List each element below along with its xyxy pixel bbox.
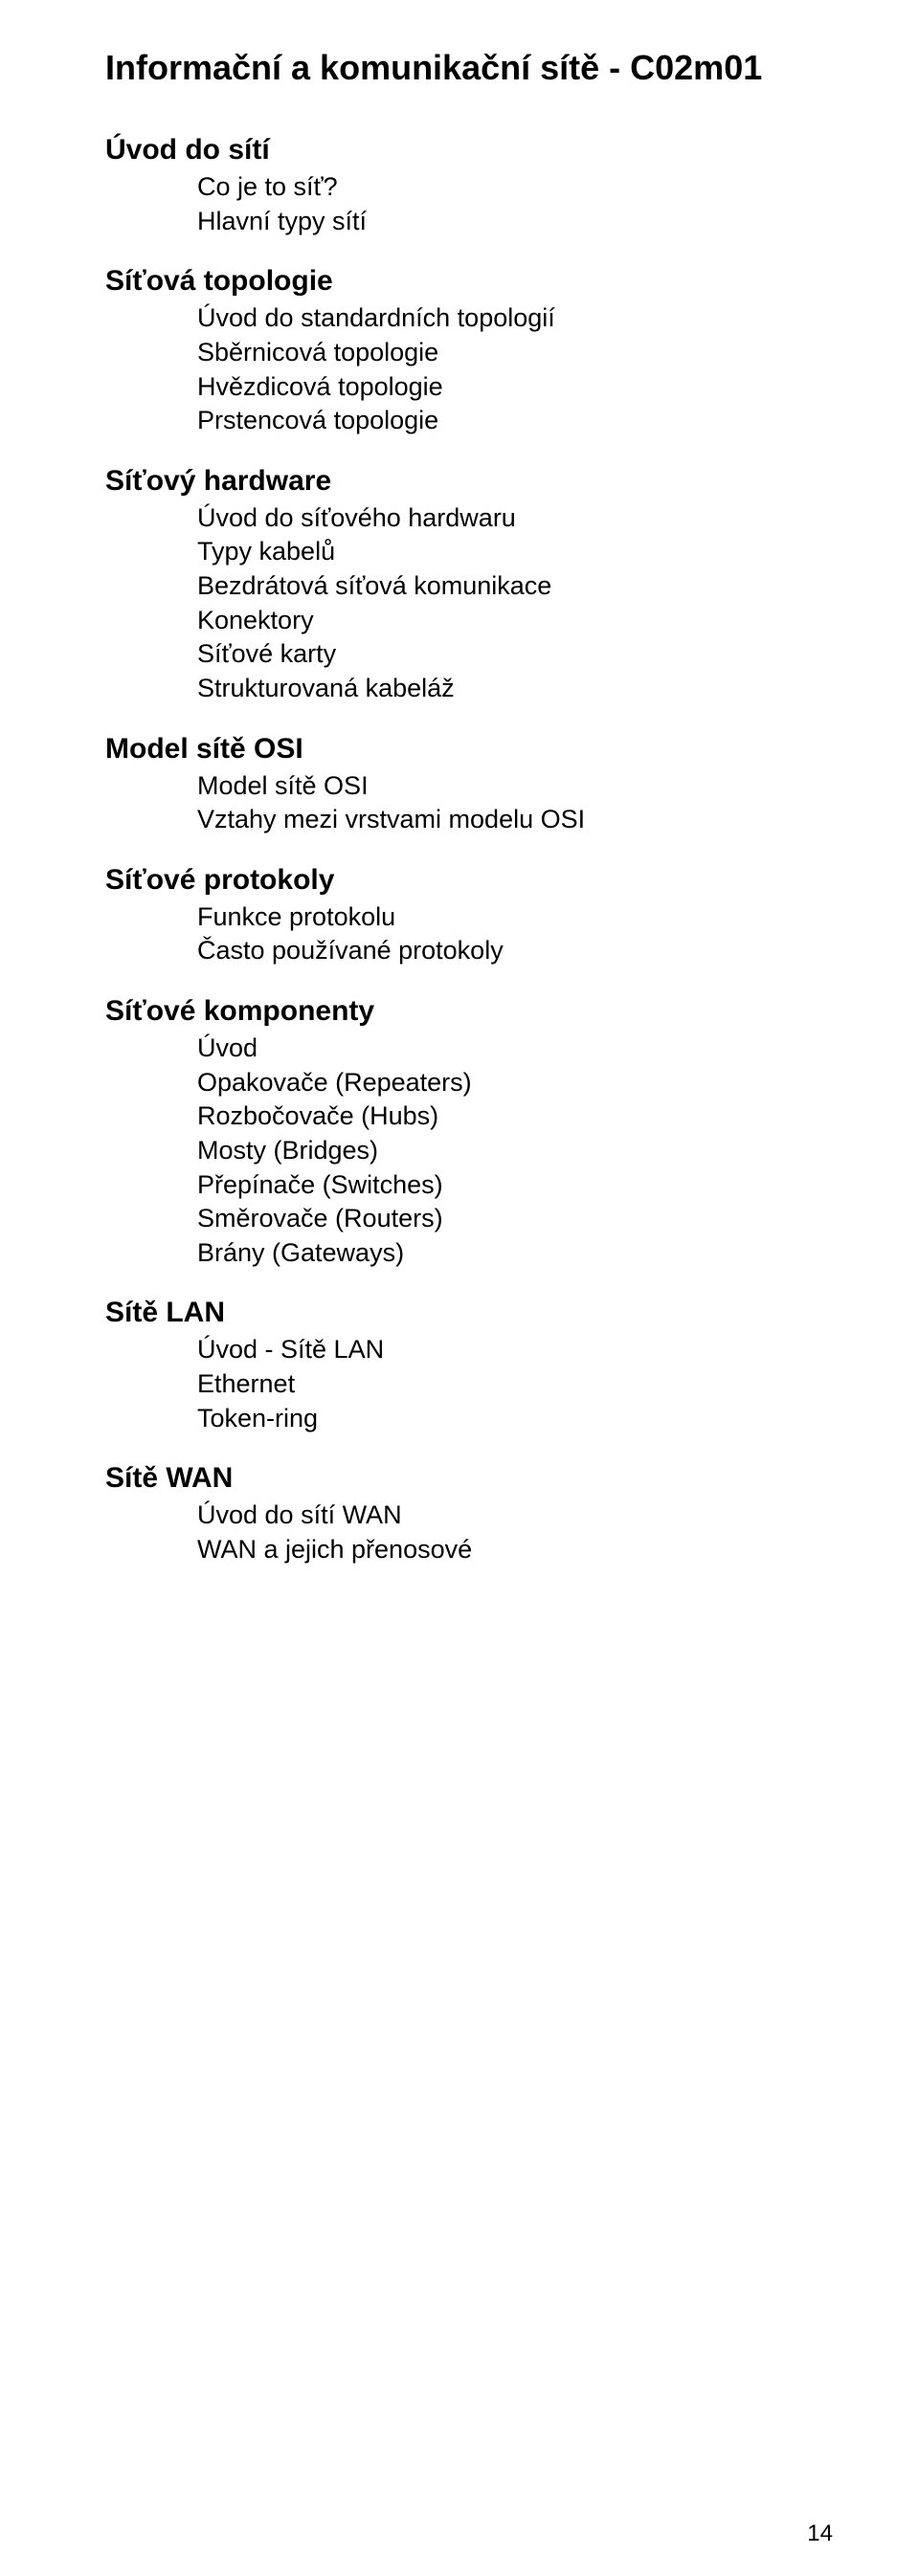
section-0: Úvod do sítí Co je to síť? Hlavní typy s… — [105, 134, 842, 238]
section-items: Úvod do síťového hardwaru Typy kabelů Be… — [197, 501, 842, 706]
list-item: Mosty (Bridges) — [197, 1134, 842, 1168]
list-item: Hvězdicová topologie — [197, 370, 842, 405]
list-item: Ethernet — [197, 1367, 842, 1402]
list-item: Typy kabelů — [197, 535, 842, 569]
section-heading: Síťové komponenty — [105, 995, 842, 1028]
list-item: Token-ring — [197, 1402, 842, 1436]
list-item: Často používané protokoly — [197, 934, 842, 968]
section-3: Model sítě OSI Model sítě OSI Vztahy mez… — [105, 733, 842, 837]
list-item: Úvod do standardních topologií — [197, 301, 842, 336]
section-heading: Síťová topologie — [105, 265, 842, 298]
section-items: Úvod - Sítě LAN Ethernet Token-ring — [197, 1333, 842, 1435]
list-item: Prstencová topologie — [197, 404, 842, 438]
list-item: Model sítě OSI — [197, 769, 842, 804]
section-heading: Síťové protokoly — [105, 864, 842, 897]
section-items: Úvod do sítí WAN WAN a jejich přenosové — [197, 1499, 842, 1566]
list-item: Strukturovaná kabeláž — [197, 672, 842, 706]
page-title: Informační a komunikační sítě - C02m01 — [105, 48, 842, 88]
section-heading: Sítě LAN — [105, 1297, 842, 1329]
section-items: Úvod Opakovače (Repeaters) Rozbočovače (… — [197, 1032, 842, 1270]
section-2: Síťový hardware Úvod do síťového hardwar… — [105, 465, 842, 706]
list-item: Přepínače (Switches) — [197, 1168, 842, 1203]
list-item: Konektory — [197, 604, 842, 638]
section-6: Sítě LAN Úvod - Sítě LAN Ethernet Token-… — [105, 1297, 842, 1435]
list-item: Úvod — [197, 1032, 842, 1066]
list-item: Hlavní typy sítí — [197, 205, 842, 239]
section-7: Sítě WAN Úvod do sítí WAN WAN a jejich p… — [105, 1462, 842, 1566]
section-heading: Model sítě OSI — [105, 733, 842, 766]
section-items: Model sítě OSI Vztahy mezi vrstvami mode… — [197, 769, 842, 837]
list-item: Úvod do sítí WAN — [197, 1499, 842, 1533]
list-item: Co je to síť? — [197, 170, 842, 205]
list-item: Funkce protokolu — [197, 900, 842, 935]
section-heading: Úvod do sítí — [105, 134, 842, 167]
document-page: Informační a komunikační sítě - C02m01 Ú… — [0, 0, 919, 2576]
section-heading: Sítě WAN — [105, 1462, 842, 1495]
list-item: Vztahy mezi vrstvami modelu OSI — [197, 803, 842, 837]
list-item: Úvod do síťového hardwaru — [197, 501, 842, 536]
list-item: WAN a jejich přenosové — [197, 1533, 842, 1567]
section-1: Síťová topologie Úvod do standardních to… — [105, 265, 842, 438]
section-items: Co je to síť? Hlavní typy sítí — [197, 170, 842, 238]
section-4: Síťové protokoly Funkce protokolu Často … — [105, 864, 842, 968]
page-number: 14 — [807, 2520, 833, 2547]
list-item: Směrovače (Routers) — [197, 1202, 842, 1236]
list-item: Brány (Gateways) — [197, 1236, 842, 1271]
section-items: Funkce protokolu Často používané protoko… — [197, 900, 842, 968]
list-item: Sběrnicová topologie — [197, 336, 842, 370]
section-heading: Síťový hardware — [105, 465, 842, 498]
list-item: Opakovače (Repeaters) — [197, 1066, 842, 1100]
section-5: Síťové komponenty Úvod Opakovače (Repeat… — [105, 995, 842, 1270]
list-item: Bezdrátová síťová komunikace — [197, 569, 842, 604]
section-items: Úvod do standardních topologií Sběrnicov… — [197, 301, 842, 438]
list-item: Síťové karty — [197, 637, 842, 672]
list-item: Úvod - Sítě LAN — [197, 1333, 842, 1367]
list-item: Rozbočovače (Hubs) — [197, 1099, 842, 1134]
